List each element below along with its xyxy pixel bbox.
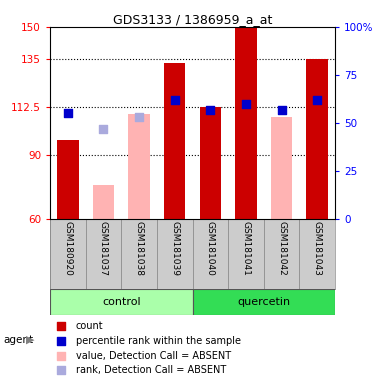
Bar [93, 185, 114, 219]
Bar [85, 219, 121, 289]
Text: GSM181038: GSM181038 [135, 221, 144, 276]
Bar [128, 114, 150, 219]
Point [243, 101, 249, 107]
Text: agent: agent [4, 335, 34, 345]
Bar [50, 289, 192, 315]
Text: GSM181043: GSM181043 [313, 221, 321, 276]
Bar [271, 117, 292, 219]
Point [59, 367, 65, 373]
Text: GSM181041: GSM181041 [241, 221, 250, 276]
Bar [228, 219, 264, 289]
Point [59, 338, 65, 344]
Bar [264, 219, 300, 289]
Point [59, 323, 65, 329]
Text: GSM181037: GSM181037 [99, 221, 108, 276]
Point [207, 106, 213, 113]
Text: control: control [102, 297, 141, 307]
Text: percentile rank within the sample: percentile rank within the sample [76, 336, 241, 346]
Bar [57, 140, 79, 219]
Bar [50, 219, 85, 289]
Text: GSM181042: GSM181042 [277, 221, 286, 276]
Bar [164, 63, 186, 219]
Bar [121, 219, 157, 289]
Text: GSM181039: GSM181039 [170, 221, 179, 276]
Point [172, 97, 178, 103]
Point [59, 353, 65, 359]
Bar [157, 219, 192, 289]
Text: ▶: ▶ [26, 335, 35, 345]
Title: GDS3133 / 1386959_a_at: GDS3133 / 1386959_a_at [113, 13, 272, 26]
Point [314, 97, 320, 103]
Point [65, 110, 71, 116]
Point [100, 126, 107, 132]
Point [136, 114, 142, 120]
Text: count: count [76, 321, 103, 331]
Bar [192, 219, 228, 289]
Bar [199, 107, 221, 219]
Text: rank, Detection Call = ABSENT: rank, Detection Call = ABSENT [76, 365, 226, 375]
Bar [235, 27, 257, 219]
Text: GSM181040: GSM181040 [206, 221, 215, 276]
Bar [300, 219, 335, 289]
Text: value, Detection Call = ABSENT: value, Detection Call = ABSENT [76, 351, 231, 361]
Text: GSM180920: GSM180920 [64, 221, 72, 276]
Bar [192, 289, 335, 315]
Bar [306, 59, 328, 219]
Text: quercetin: quercetin [237, 297, 290, 307]
Point [278, 106, 285, 113]
